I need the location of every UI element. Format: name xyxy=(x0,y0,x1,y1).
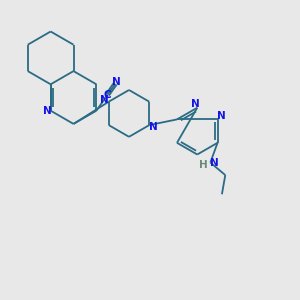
Text: N: N xyxy=(191,98,200,109)
Text: N: N xyxy=(43,106,51,116)
Text: C: C xyxy=(104,90,111,100)
Text: N: N xyxy=(218,111,226,122)
Text: H: H xyxy=(200,160,208,170)
Text: N: N xyxy=(112,77,121,87)
Text: N: N xyxy=(100,95,109,105)
Text: N: N xyxy=(149,122,158,132)
Text: N: N xyxy=(210,158,219,167)
